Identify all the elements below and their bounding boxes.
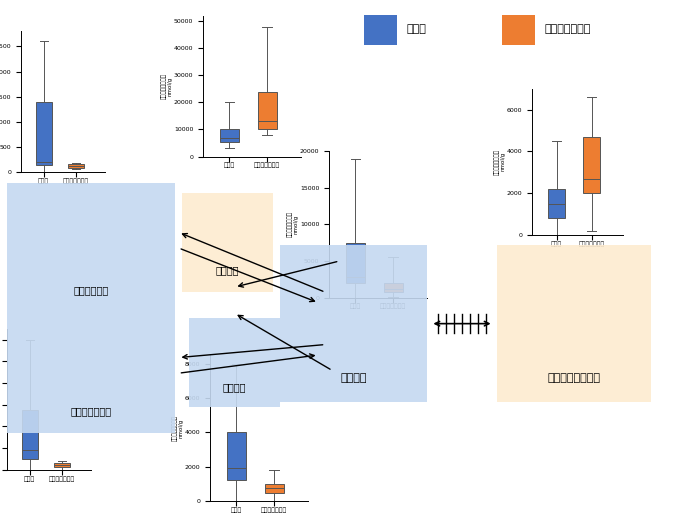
PathPatch shape bbox=[220, 129, 239, 141]
Text: 胃切除後の患者: 胃切除後の患者 bbox=[545, 23, 592, 34]
Text: タウリン: タウリン bbox=[223, 383, 246, 393]
Y-axis label: 便中の代謝物質量
nmol/g: 便中の代謝物質量 nmol/g bbox=[172, 415, 183, 441]
Bar bbox=[364, 15, 397, 45]
FancyBboxPatch shape bbox=[2, 179, 180, 317]
PathPatch shape bbox=[258, 91, 277, 129]
Y-axis label: 便中の代謝物質量
nmol/g: 便中の代謝物質量 nmol/g bbox=[287, 211, 298, 238]
Y-axis label: 便中の代謝物質量
nmol/g: 便中の代謝物質量 nmol/g bbox=[494, 149, 505, 175]
PathPatch shape bbox=[227, 432, 246, 480]
Bar bbox=[502, 15, 535, 45]
Text: コール酸: コール酸 bbox=[340, 373, 367, 384]
PathPatch shape bbox=[346, 243, 365, 283]
PathPatch shape bbox=[547, 189, 566, 218]
PathPatch shape bbox=[384, 283, 402, 292]
PathPatch shape bbox=[582, 137, 601, 193]
Y-axis label: 便中の代謝物質量
nmol/g: 便中の代謝物質量 nmol/g bbox=[161, 73, 172, 99]
FancyBboxPatch shape bbox=[2, 310, 180, 437]
PathPatch shape bbox=[36, 102, 52, 165]
Text: 健常者: 健常者 bbox=[407, 23, 426, 34]
PathPatch shape bbox=[54, 463, 70, 467]
Text: グリコール酸: グリコール酸 bbox=[74, 284, 108, 295]
FancyBboxPatch shape bbox=[186, 316, 283, 410]
FancyBboxPatch shape bbox=[179, 190, 276, 295]
Text: デオキシコール酸: デオキシコール酸 bbox=[547, 373, 601, 384]
FancyBboxPatch shape bbox=[492, 241, 656, 407]
Text: タウロコール酸: タウロコール酸 bbox=[71, 407, 111, 417]
PathPatch shape bbox=[68, 164, 84, 168]
Text: グリシン: グリシン bbox=[216, 266, 239, 276]
FancyBboxPatch shape bbox=[276, 241, 431, 407]
PathPatch shape bbox=[22, 410, 38, 459]
PathPatch shape bbox=[265, 484, 284, 493]
